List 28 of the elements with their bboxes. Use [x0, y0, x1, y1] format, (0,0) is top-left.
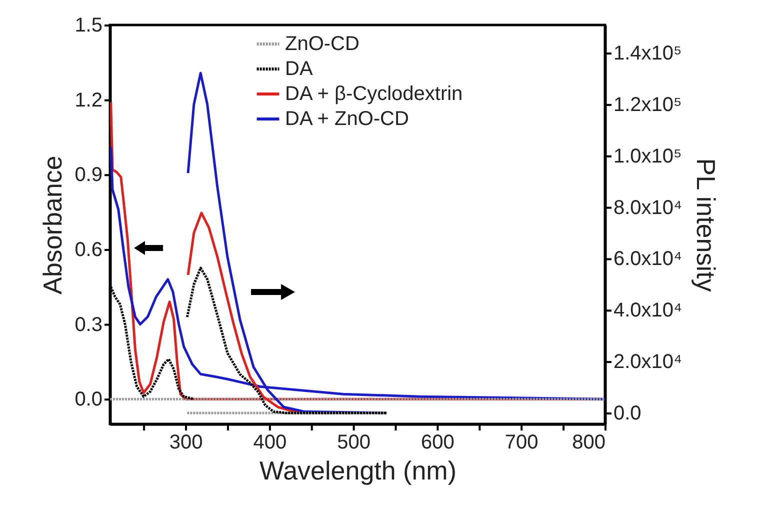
x-tick-label: 500 [337, 432, 370, 454]
line-series [186, 266, 388, 414]
y-tick-label: 0.3 [74, 314, 102, 336]
y2-tick-label: 0.0 [614, 402, 642, 424]
x-tick-label: 600 [421, 432, 454, 454]
y-tick-label: 0.0 [74, 388, 102, 411]
y-tick-label: 0.9 [74, 164, 102, 186]
x-axis-title: Wavelength (nm) [260, 456, 456, 486]
x-tick-label: 700 [504, 432, 538, 454]
y-axis-title: Absorbance [38, 156, 68, 294]
legend-label: ZnO-CD [285, 33, 360, 55]
y2-tick-label: 8.0x10⁴ [614, 196, 682, 219]
legend-label: DA [285, 58, 314, 80]
y2-tick-label: 1.4x10⁵ [614, 42, 682, 65]
y-tick-label: 0.6 [74, 238, 102, 261]
x-tick-label: 800 [572, 432, 606, 454]
y-tick-label: 1.5 [74, 14, 102, 36]
y2-axis-title: PL intensity [691, 158, 722, 292]
legend-label: DA + ZnO-CD [285, 108, 409, 130]
x-tick-label: 300 [169, 432, 203, 454]
y2-tick-label: 1.2x10⁵ [614, 94, 682, 116]
legend-label: DA + β-Cyclodextrin [285, 83, 463, 105]
y-tick-label: 1.2 [74, 89, 102, 112]
y2-tick-label: 1.0x10⁵ [614, 145, 682, 168]
y2-tick-label: 6.0x10⁴ [614, 248, 682, 270]
x-tick-label: 400 [253, 432, 287, 454]
y2-tick-label: 2.0x10⁴ [614, 351, 682, 374]
y2-tick-label: 4.0x10⁴ [614, 300, 682, 322]
